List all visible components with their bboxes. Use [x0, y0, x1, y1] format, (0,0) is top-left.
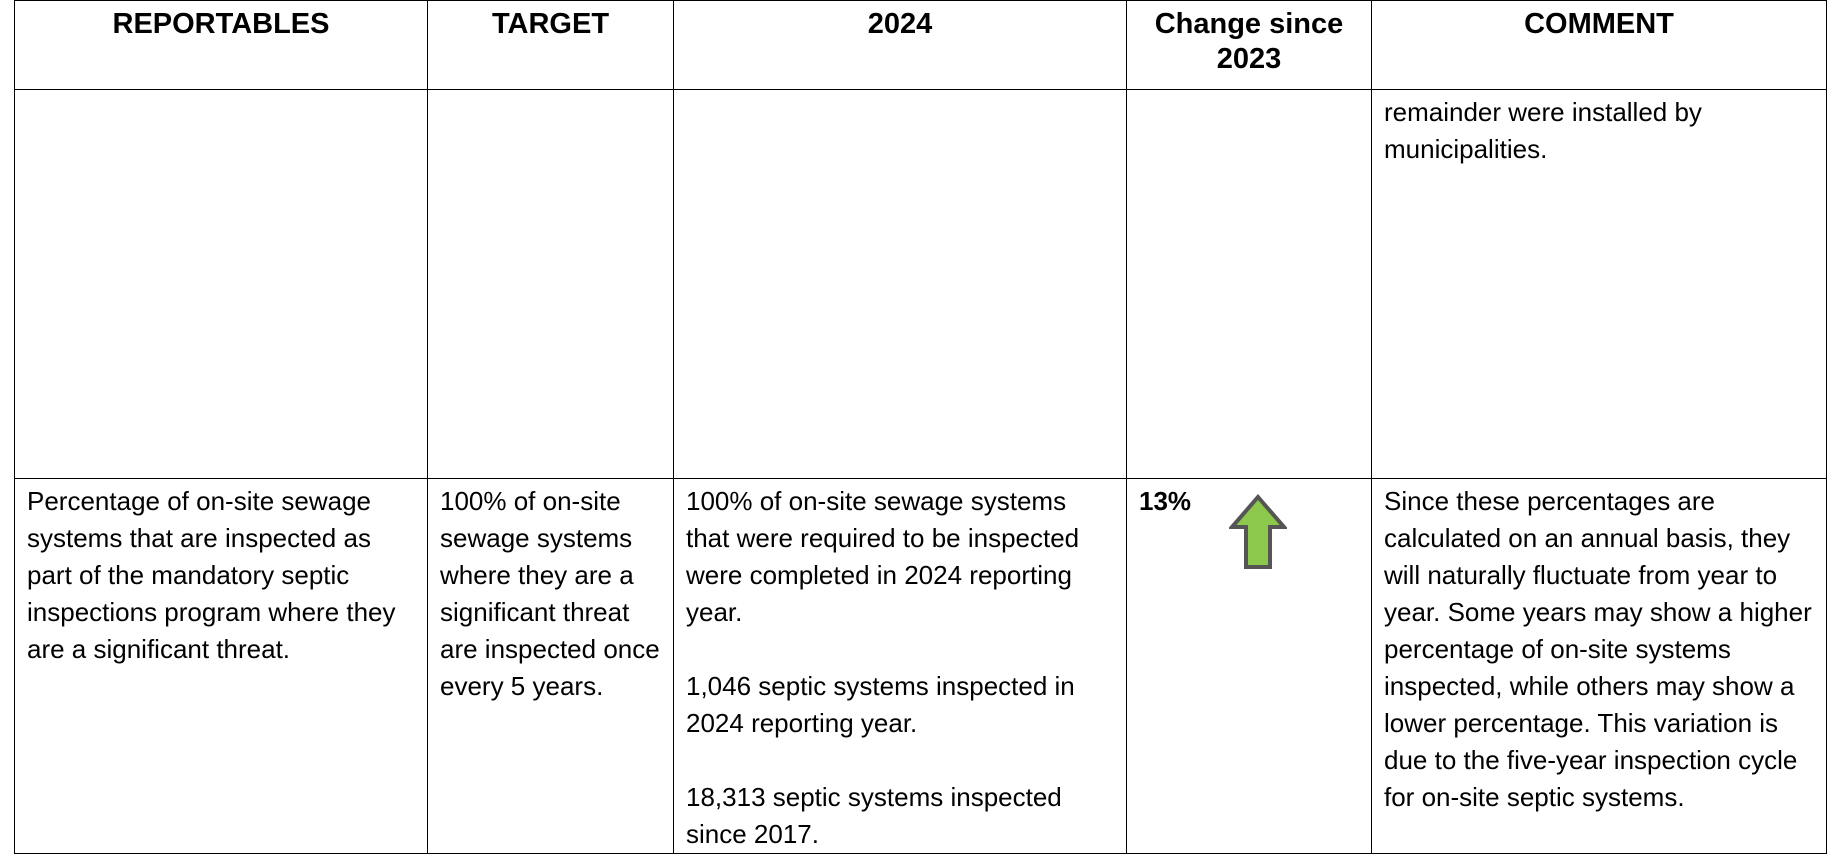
paragraph: 100% of on-site sewage systems that were… [686, 486, 1080, 627]
table-row: Percentage of on-site sewage systems tha… [14, 478, 1827, 854]
cell [14, 89, 428, 479]
header-cell: REPORTABLES [14, 0, 428, 90]
paragraph: 18,313 septic systems inspected since 20… [686, 782, 1062, 849]
table-row: remainder were installed by municipaliti… [14, 89, 1827, 479]
header-cell: Change since 2023 [1126, 0, 1372, 90]
cell: 100% of on-site sewage systems where the… [427, 478, 674, 854]
header-cell: TARGET [427, 0, 674, 90]
cell: 13% [1126, 478, 1372, 854]
cell: Percentage of on-site sewage systems tha… [14, 478, 428, 854]
change-value: 13% [1139, 486, 1192, 516]
header-cell: 2024 [673, 0, 1127, 90]
report-table: REPORTABLES TARGET 2024 Change since 202… [14, 0, 1827, 854]
cell: remainder were installed by municipaliti… [1371, 89, 1827, 479]
up-arrow-icon [1229, 494, 1287, 569]
cell [673, 89, 1127, 479]
cell: 100% of on-site sewage systems that were… [673, 478, 1127, 854]
cell: Since these percentages are calculated o… [1371, 478, 1827, 854]
paragraph: 1,046 septic systems inspected in 2024 r… [686, 671, 1075, 738]
cell [427, 89, 674, 479]
cell [1126, 89, 1372, 479]
header-row: REPORTABLES TARGET 2024 Change since 202… [14, 0, 1827, 90]
header-cell: COMMENT [1371, 0, 1827, 90]
